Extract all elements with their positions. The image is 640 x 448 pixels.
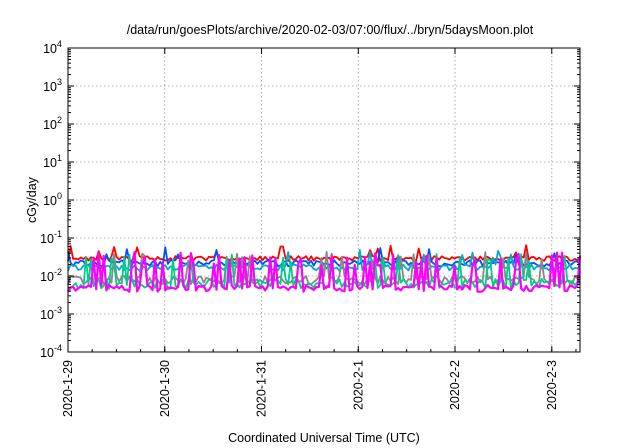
x-tick-label: 2020-1-29 xyxy=(61,360,75,417)
x-tick-label: 2020-2-3 xyxy=(545,360,559,410)
y-tick-label: 10-3 xyxy=(40,305,62,322)
y-axis-label: cGy/day xyxy=(25,176,39,223)
x-axis: 2020-1-29 2020-1-30 2020-1-31 2020-2-1 2020-… xyxy=(61,48,577,417)
x-axis-label: Coordinated Universal Time (UTC) xyxy=(228,431,420,445)
y-tick-label: 103 xyxy=(43,77,62,94)
series-line xyxy=(67,250,582,293)
y-tick-label: 104 xyxy=(43,39,62,56)
y-tick-label: 101 xyxy=(43,153,62,170)
y-tick-label: 10-1 xyxy=(40,229,62,246)
y-tick-label: 100 xyxy=(43,191,62,208)
y-axis: 10-4 10-3 10-2 10-1 100 101 102 103 104 xyxy=(40,39,580,360)
x-tick-label: 2020-1-30 xyxy=(158,360,172,417)
x-tick-label: 2020-2-1 xyxy=(351,360,365,410)
x-tick-label: 2020-2-2 xyxy=(448,360,462,410)
chart-title: /data/run/goesPlots/archive/2020-02-03/0… xyxy=(127,23,534,37)
y-tick-label: 10-2 xyxy=(40,267,62,284)
y-tick-label: 10-4 xyxy=(40,343,62,360)
series-group xyxy=(67,244,582,293)
x-tick-label: 2020-1-31 xyxy=(255,360,269,417)
grid xyxy=(68,48,580,352)
y-tick-label: 102 xyxy=(43,115,62,132)
